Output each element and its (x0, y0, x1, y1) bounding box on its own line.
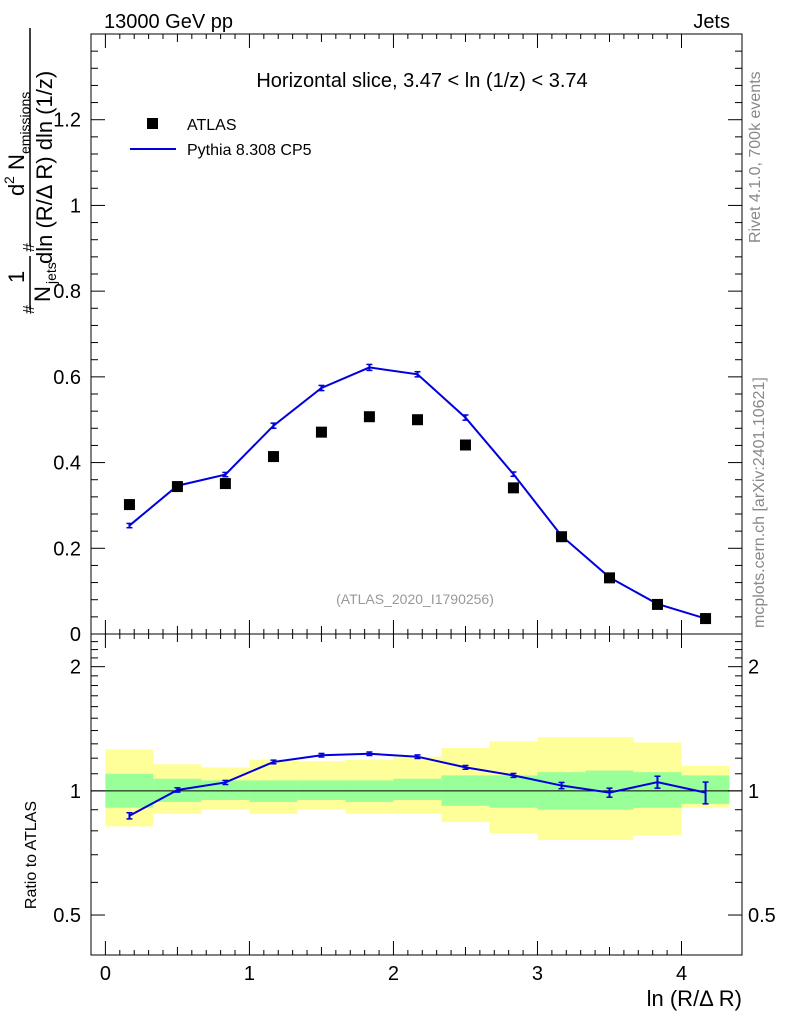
y-label-d2: d (4, 184, 29, 196)
y-label-hash-2: # (21, 243, 38, 252)
atlas-data-point (603, 572, 615, 584)
main-y-tick-label: 0.4 (53, 453, 81, 475)
x-tick-label: 4 (676, 963, 687, 985)
ratio-panel: 0 1 2 3 4 0.5 0.5 1 1 2 2 (53, 633, 776, 985)
ratio-y-axis-label: Ratio to ATLAS (23, 801, 40, 909)
mcplots-label: mcplots.cern.ch [arXiv:2401.10621] (751, 377, 768, 628)
y-label-njets-sub: jets (43, 262, 59, 285)
atlas-data-point (219, 478, 231, 490)
ratio-stat-uncertainty-band (297, 780, 346, 801)
x-tick-label: 1 (244, 963, 255, 985)
watermark-label: (ATLAS_2020_I1790256) (336, 591, 494, 607)
atlas-data-point (123, 499, 135, 511)
atlas-data-point (507, 482, 519, 494)
ratio-y-tick-label-left: 2 (70, 657, 81, 679)
atlas-data-point (556, 531, 568, 543)
atlas-data-point (412, 414, 424, 426)
main-y-tick-label: 0 (70, 624, 81, 646)
x-tick-label: 0 (100, 963, 111, 985)
main-y-tick-label: 0.6 (53, 367, 81, 389)
x-axis-label: ln (R/Δ R) (647, 986, 742, 1011)
y-label-one: 1 (4, 271, 29, 283)
main-series-layer (123, 363, 712, 625)
main-title: Horizontal slice, 3.47 < ln (1/z) < 3.74 (256, 70, 587, 92)
ratio-stat-uncertainty-band (393, 778, 442, 801)
ratio-y-tick-label-left: 1 (70, 781, 81, 803)
pythia-series-line (128, 366, 706, 620)
y-label-denominator: dln (R/Δ R) dln (1/z) (32, 71, 57, 264)
ratio-stat-uncertainty-band (489, 775, 538, 808)
rivet-label: Rivet 4.1.0, 700k events (747, 71, 764, 243)
ratio-plot-frame (90, 633, 743, 956)
atlas-data-point (459, 439, 471, 451)
atlas-data-point (700, 613, 712, 625)
header-left-label: 13000 GeV pp (104, 11, 233, 33)
ratio-series-layer (126, 751, 709, 820)
atlas-data-point (363, 411, 375, 423)
y-label-nem-sub: emissions (17, 92, 33, 154)
main-y-tick-label: 1.2 (53, 110, 81, 132)
legend: ATLAS Pythia 8.308 CP5 (130, 117, 312, 159)
ratio-y-tick-label-right: 0.5 (748, 905, 776, 927)
atlas-data-point (651, 598, 663, 610)
atlas-data-point (267, 451, 279, 463)
atlas-data-point (315, 426, 327, 438)
main-y-axis-label: # 1 N jets # d 2 N emissions dln (R/Δ R)… (1, 28, 59, 314)
main-y-tick-label: 0.8 (53, 281, 81, 303)
legend-pythia-label: Pythia 8.308 CP5 (187, 142, 312, 159)
ratio-y-tick-label-left: 0.5 (53, 905, 81, 927)
main-y-tick-label: 0.2 (53, 538, 81, 560)
y-label-nem-n: N (4, 154, 29, 170)
header-right-label: Jets (693, 11, 730, 33)
x-tick-label: 3 (532, 963, 543, 985)
legend-atlas-marker (147, 118, 158, 129)
y-label-njets-n: N (30, 286, 55, 302)
ratio-y-tick-label-right: 1 (748, 781, 759, 803)
legend-atlas-label: ATLAS (187, 117, 237, 134)
atlas-data-point (171, 481, 183, 493)
main-y-tick-label: 1 (70, 195, 81, 217)
main-panel: 0 0.2 0.4 0.6 0.8 1 1.2 Horizontal slice, 3.47… (53, 33, 743, 646)
ratio-axis-layer: 0 1 2 3 4 0.5 0.5 1 1 2 2 (53, 634, 776, 985)
x-tick-label: 2 (388, 963, 399, 985)
y-label-d2-sup: 2 (1, 176, 17, 184)
ratio-y-tick-label-right: 2 (748, 657, 759, 679)
